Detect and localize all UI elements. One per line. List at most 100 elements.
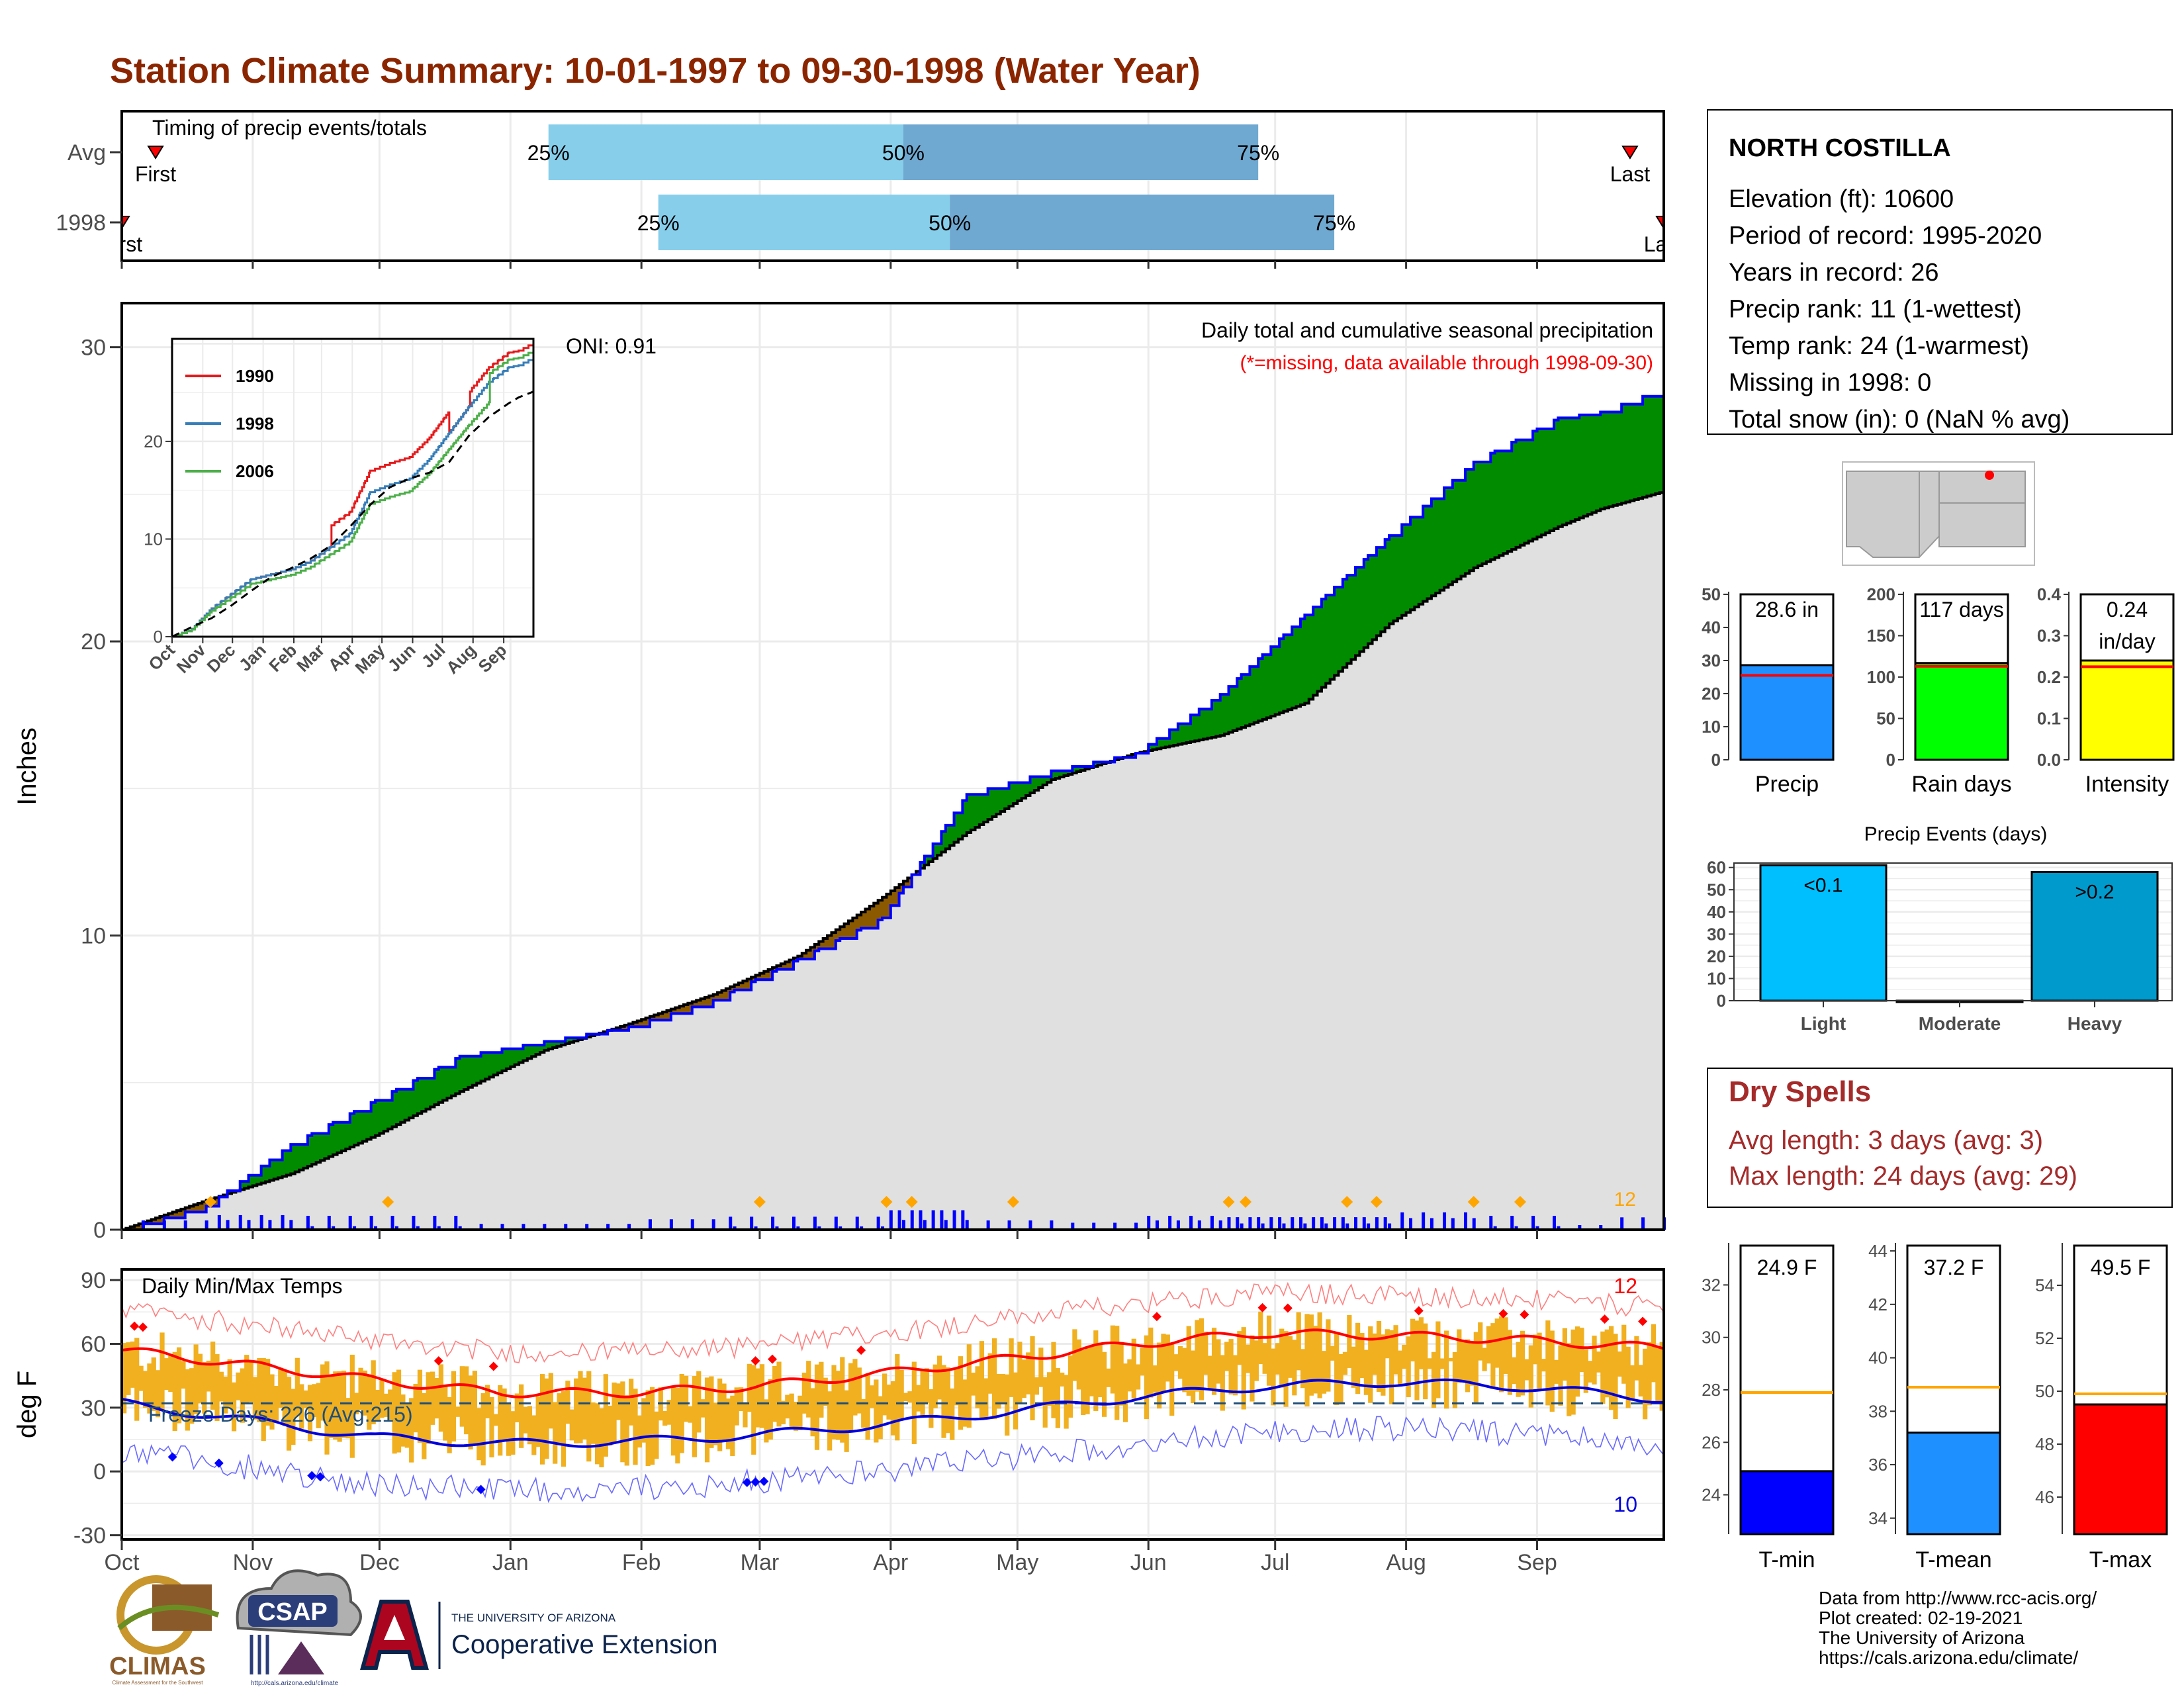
last-event-marker [1655,216,1664,230]
daily-temp-bar [1089,1346,1095,1396]
timing-label: Timing of precip events/totals [152,116,427,140]
daily-temp-bar [1127,1359,1132,1392]
daily-precip-bar [1092,1222,1096,1230]
temp-summary-tick-label: 40 [1868,1348,1888,1368]
daily-temp-bar [1304,1314,1310,1407]
daily-temp-bar [1423,1323,1428,1400]
daily-temp-bar [620,1381,625,1463]
daily-temp-bar [1355,1322,1361,1394]
daily-temp-bar [865,1373,870,1440]
daily-temp-bar [1389,1330,1394,1404]
heavy-event-marker [905,1196,918,1208]
daily-temp-bar [1567,1343,1572,1416]
daily-temp-bar [527,1406,533,1445]
inset-ytick-label: 20 [144,432,163,451]
station-info-line: Total snow (in): 0 (NaN % avg) [1729,406,2070,434]
daily-precip-bar [1430,1218,1433,1230]
daily-precip-bar [281,1214,285,1230]
cold-count: 10 [1614,1492,1637,1516]
daily-temp-bar [312,1384,317,1418]
daily-temp-bar [1313,1326,1318,1394]
daily-temp-bar [776,1361,782,1427]
ua-big-text: Cooperative Extension [451,1630,717,1659]
daily-precip-bar [268,1220,272,1230]
csap-text: CSAP [257,1598,328,1626]
daily-precip-bar [205,1220,208,1230]
events-bar-label: <0.1 [1803,874,1843,896]
daily-temp-bar [1643,1348,1648,1420]
timing-bar-50-75 [950,195,1335,250]
daily-temp-bar [1220,1355,1225,1411]
daily-temp-bar [502,1388,507,1441]
daily-temp-bar [193,1344,199,1414]
daily-temp-bar [1216,1339,1221,1384]
inset-legend-label: 2006 [236,461,274,481]
daily-temp-bar [1574,1326,1580,1397]
daily-temp-bar [371,1360,376,1425]
daily-precip-bar [1451,1218,1455,1230]
daily-temp-bar [1038,1348,1044,1387]
temp-summary-tick-label: 46 [2035,1487,2054,1507]
daily-precip-bar [606,1224,610,1230]
temp-summary-tick-label: 42 [1868,1295,1888,1314]
credit-line: Plot created: 02-19-2021 [1819,1608,2023,1628]
daily-temp-bar [422,1393,427,1459]
daily-temp-bar [493,1414,498,1426]
daily-temp-bar [725,1398,731,1449]
daily-precip-bar [1341,1217,1345,1230]
daily-temp-bar [1199,1318,1204,1400]
summary-tick-label: 0 [1886,750,1895,770]
precip-subtitle: (*=missing, data available through 1998-… [1240,352,1653,374]
daily-precip-bar [259,1214,263,1230]
station-info-line: Precip rank: 11 (1-wettest) [1729,296,2022,324]
daily-temp-bar [531,1415,537,1455]
daily-temp-bar [1009,1338,1014,1397]
inset-legend-label: 1998 [236,414,274,434]
first-event-marker [122,216,130,230]
daily-temp-bar [675,1388,680,1464]
daily-temp-bar [574,1378,579,1443]
daily-temp-bar [979,1341,985,1420]
daily-precip-bar [217,1214,221,1230]
above-average-area [227,396,1664,1194]
daily-precip-bar [1535,1226,1539,1230]
daily-temp-bar [510,1411,516,1455]
daily-temp-bar [1051,1342,1056,1418]
daily-precip-bar [1510,1216,1514,1230]
daily-temp-bar [299,1384,304,1429]
daily-precip-bar [733,1226,737,1230]
daily-temp-bar [451,1371,457,1441]
events-ytick-label: 20 [1707,946,1726,966]
summary-tick-label: 100 [1867,667,1895,687]
daily-temp-bar [764,1399,769,1443]
climas-subtext: Climate Assessment for the Southwest [113,1680,204,1686]
daily-temp-bar [1651,1324,1657,1383]
daily-precip-bar [247,1220,251,1230]
events-bar-name: Light [1801,1013,1846,1034]
daily-temp-bar [755,1368,760,1428]
daily-temp-bar [168,1353,173,1393]
heavy-event-marker [1007,1196,1019,1208]
daily-temp-bar [358,1367,363,1410]
heavy-event-marker [1467,1196,1480,1208]
daily-temp-bar [1093,1330,1099,1411]
credit-line: The University of Arizona [1819,1627,2025,1648]
last-event-marker [1621,146,1639,160]
summary-bar-name: Intensity [2085,772,2169,797]
timing-q25-label: 25% [527,141,570,165]
precip-ytick-label: 0 [93,1218,106,1243]
daily-temp-bar [1326,1319,1331,1392]
daily-temp-bar [1376,1320,1382,1393]
heavy-event-marker [1341,1196,1353,1208]
daily-temp-bar [890,1381,895,1436]
daily-temp-bar [1140,1348,1145,1376]
daily-temp-bar [1482,1348,1487,1371]
daily-temp-bar [1296,1312,1301,1371]
precip-panel: 0 10 20 30 Daily total and cumulative seaso… [13,302,1666,1243]
month-label: Mar [741,1550,780,1575]
daily-temp-bar [1617,1351,1622,1377]
heavy-event-marker [1240,1196,1252,1208]
avg-cumulative-area [122,491,1664,1230]
daily-temp-bar [320,1364,326,1421]
